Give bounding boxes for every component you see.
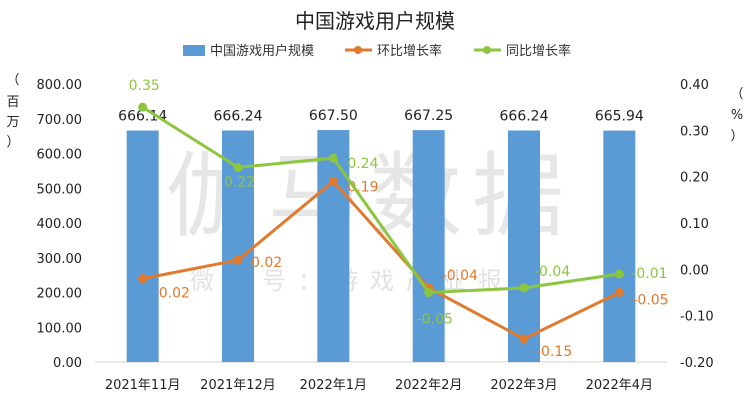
bar-data-label: 665.94 xyxy=(595,109,644,125)
bar-data-label: 666.14 xyxy=(118,109,167,125)
line-point xyxy=(328,176,338,186)
left-axis-tick-label: 400.00 xyxy=(37,217,83,232)
line-point xyxy=(233,255,243,265)
left-axis-tick-label: 700.00 xyxy=(37,113,83,128)
bar-data-label: 666.24 xyxy=(500,108,549,124)
x-axis-tick-label: 2022年1月 xyxy=(300,378,367,393)
line-data-label: -0.02 xyxy=(154,286,190,302)
left-axis-tick-label: 300.00 xyxy=(37,252,83,267)
x-axis-tick-label: 2022年2月 xyxy=(395,378,462,393)
legend-swatch-bar xyxy=(183,45,205,56)
bar-data-label: 666.24 xyxy=(214,108,263,124)
bar xyxy=(317,130,350,362)
left-axis-tick-label: 500.00 xyxy=(37,182,83,197)
legend-swatch-yoy-marker xyxy=(483,46,491,54)
legend: 中国游戏用户规模 环比增长率 同比增长率 xyxy=(183,43,571,59)
right-axis-tick-label: 0.40 xyxy=(680,78,709,93)
bar xyxy=(603,130,636,362)
line-point xyxy=(138,102,148,112)
legend-label-mom: 环比增长率 xyxy=(377,43,442,59)
chart-title: 中国游戏用户规模 xyxy=(295,9,455,33)
line-data-label: -0.05 xyxy=(632,293,668,309)
x-axis-tick-label: 2021年12月 xyxy=(200,378,276,393)
left-axis-title-char: （ xyxy=(6,73,19,88)
bar xyxy=(508,130,540,362)
line-point xyxy=(424,288,434,297)
line-data-label: 0.24 xyxy=(347,156,378,172)
legend-label-yoy: 同比增长率 xyxy=(506,43,571,59)
line-data-label: -0.15 xyxy=(536,344,572,360)
left-axis-tick-label: 100.00 xyxy=(37,321,83,336)
series-line xyxy=(142,179,620,341)
bar-data-label: 667.25 xyxy=(404,108,453,124)
line-point xyxy=(328,153,338,163)
bar xyxy=(412,130,445,362)
left-axis-tick-label: 0.00 xyxy=(53,356,82,371)
line-data-label: -0.05 xyxy=(417,312,453,328)
x-axis-tick-label: 2021年11月 xyxy=(105,378,181,393)
legend-label-bar: 中国游戏用户规模 xyxy=(210,43,314,59)
right-axis-tick-label: -0.10 xyxy=(680,310,714,325)
x-axis-tick-label: 2022年4月 xyxy=(586,378,653,393)
line-data-label: -0.01 xyxy=(631,266,667,282)
line-data-label: 0.22 xyxy=(224,174,255,190)
line-data-label: 0.35 xyxy=(129,78,160,94)
line-data-label: -0.04 xyxy=(442,268,478,284)
right-axis-title-char: ） xyxy=(730,129,743,144)
x-axis-tick-label: 2022年3月 xyxy=(490,378,557,393)
left-axis-title: （ 百 万 ） xyxy=(6,73,19,150)
right-axis-title-char: （ xyxy=(730,87,743,102)
left-axis-tick-label: 800.00 xyxy=(37,78,83,93)
line-point xyxy=(138,274,148,284)
left-axis-title-char: ） xyxy=(6,135,19,150)
line-data-label: 0.19 xyxy=(347,179,378,195)
left-axis-title-char: 万 xyxy=(6,115,19,130)
right-axis-tick-label: 0.10 xyxy=(680,217,709,232)
left-axis-title-char: 百 xyxy=(6,95,19,110)
bar-data-label: 667.50 xyxy=(309,108,358,124)
right-axis-title-char: % xyxy=(731,108,743,123)
line-point xyxy=(519,334,529,344)
right-axis-tick-label: 0.00 xyxy=(680,263,709,278)
right-axis-tick-label: -0.20 xyxy=(680,356,714,371)
line-point xyxy=(614,269,624,279)
left-axis-tick-label: 600.00 xyxy=(37,148,83,163)
line-data-label: -0.04 xyxy=(534,264,570,280)
line-data-label: 0.02 xyxy=(251,255,282,271)
right-axis-title: （ % ） xyxy=(730,87,743,144)
line-point xyxy=(233,162,243,172)
series-line xyxy=(141,105,620,294)
line-point xyxy=(614,288,624,297)
plot-area: 0.00 100.00 200.00 300.00 400.00 500.00 600.00… xyxy=(37,78,714,393)
legend-swatch-mom-marker xyxy=(354,46,362,54)
right-axis-tick-label: 0.20 xyxy=(680,171,709,186)
right-axis-tick-label: 0.30 xyxy=(680,124,709,139)
left-axis-tick-label: 200.00 xyxy=(37,287,83,302)
bar xyxy=(126,130,159,362)
line-point xyxy=(519,283,529,293)
